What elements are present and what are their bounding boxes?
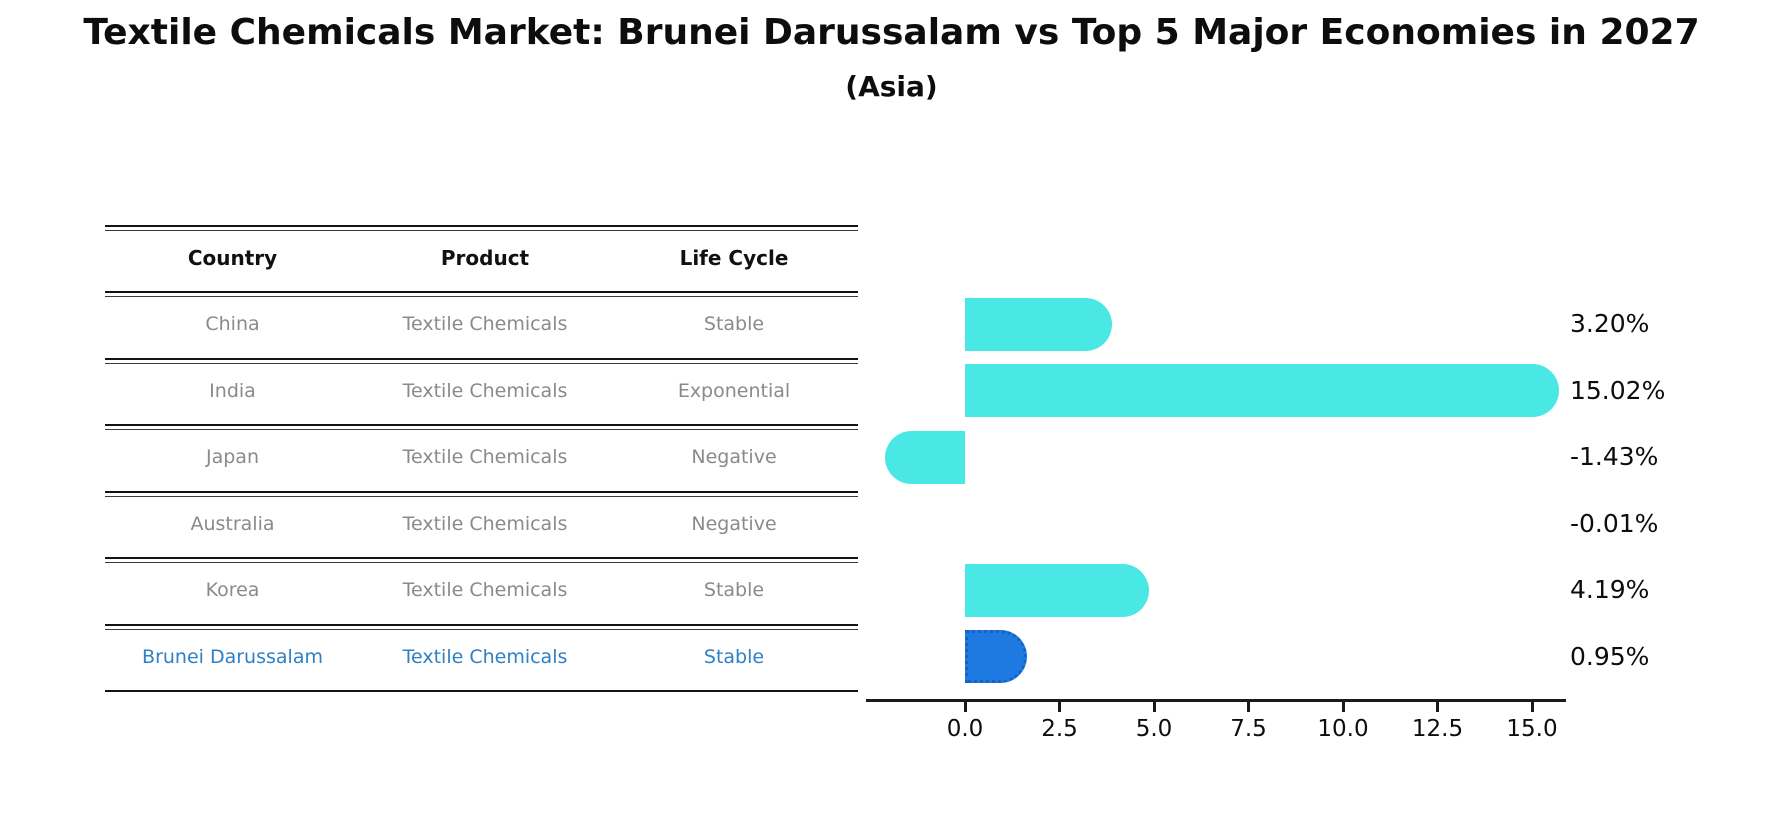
table-cell-country: Australia (190, 512, 275, 535)
x-axis-tick (1152, 701, 1156, 712)
value-label: 15.02% (1570, 375, 1666, 405)
value-label: 4.19% (1570, 575, 1650, 605)
column-header-product: Product (440, 246, 530, 270)
x-axis-tick-label: 5.0 (1135, 716, 1173, 742)
x-axis-tick-label: 15.0 (1506, 716, 1558, 742)
table-cell-life-cycle: Stable (703, 645, 765, 668)
x-axis-tick-label: 2.5 (1041, 716, 1078, 742)
x-axis-tick-label: 12.5 (1411, 716, 1464, 742)
value-label: 0.95% (1570, 641, 1650, 671)
x-axis-line (866, 699, 1566, 702)
x-axis-tick (1530, 701, 1534, 712)
page-title: Textile Chemicals Market: Brunei Darussa… (83, 12, 1700, 53)
table-cell-product: Textile Chemicals (402, 579, 568, 602)
column-header-life-cycle: Life Cycle (679, 246, 789, 270)
table-cell-life-cycle: Negative (691, 512, 777, 535)
table-row-rule (105, 623, 858, 630)
table-cell-life-cycle: Exponential (677, 379, 791, 402)
x-axis-tick (1058, 701, 1061, 712)
bar-brunei-darussalam (965, 630, 1027, 684)
table-cell-country: Korea (205, 579, 260, 602)
table-bottom-rule (105, 690, 858, 692)
value-label: -0.01% (1570, 508, 1659, 538)
x-axis-tick (1247, 701, 1250, 712)
table-row-rule (105, 557, 858, 563)
table-cell-life-cycle: Negative (691, 446, 777, 469)
table-cell-life-cycle: Stable (703, 579, 765, 602)
table-cell-product: Textile Chemicals (402, 645, 568, 668)
bar-china (965, 297, 1112, 351)
x-axis-tick (963, 701, 967, 712)
table-cell-country: China (205, 313, 260, 336)
value-label: 3.20% (1570, 309, 1650, 339)
table-cell-product: Textile Chemicals (402, 512, 568, 535)
table-cell-country: India (209, 379, 256, 402)
value-label: -1.43% (1570, 442, 1659, 472)
bar-japan (884, 430, 965, 484)
table-cell-product: Textile Chemicals (402, 446, 568, 469)
table-header-rule (105, 291, 858, 297)
table-cell-country: Brunei Darussalam (142, 645, 323, 668)
bar-korea (965, 563, 1150, 617)
bar-india (965, 364, 1559, 418)
table-row-rule (105, 357, 858, 364)
table-cell-product: Textile Chemicals (402, 379, 568, 402)
table-cell-product: Textile Chemicals (402, 313, 568, 336)
x-axis-tick-label: 10.0 (1317, 716, 1369, 742)
x-axis-tick-label: 7.5 (1230, 716, 1267, 742)
x-axis-tick-label: 0.0 (946, 716, 984, 742)
table-row-rule (105, 490, 858, 497)
table-row-rule (105, 424, 858, 430)
x-axis-tick (1341, 701, 1345, 712)
table-cell-country: Japan (206, 446, 259, 469)
column-header-country: Country (187, 246, 278, 270)
page-subtitle: (Asia) (845, 70, 938, 103)
x-axis-tick (1436, 701, 1439, 712)
table-top-rule (105, 225, 858, 231)
table-cell-life-cycle: Stable (703, 313, 765, 336)
